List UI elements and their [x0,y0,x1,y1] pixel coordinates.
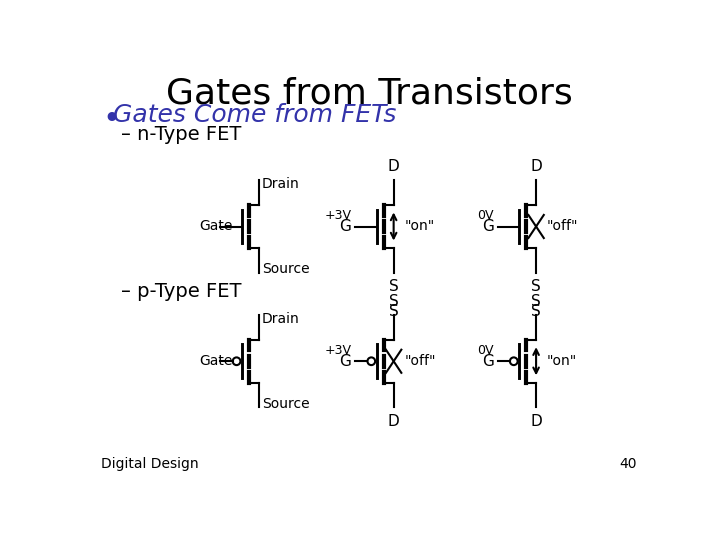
Text: S: S [389,279,398,294]
Text: 40: 40 [619,457,637,471]
Text: +3V: +3V [324,209,351,222]
Text: Drain: Drain [262,312,300,326]
Text: – p-Type FET: – p-Type FET [121,282,242,301]
Text: "off": "off" [405,354,436,368]
Text: 0V: 0V [477,209,494,222]
Text: Digital Design: Digital Design [101,457,199,471]
Text: Drain: Drain [262,177,300,191]
Text: Gate: Gate [199,354,233,368]
Text: G: G [482,354,494,369]
Text: +3V: +3V [324,344,351,357]
Text: D: D [530,159,542,174]
Text: •: • [102,105,121,134]
Text: Source: Source [262,396,310,410]
Text: "on": "on" [405,219,435,233]
Text: D: D [388,414,400,429]
Text: S: S [531,279,541,294]
Text: Gates Come from FETs: Gates Come from FETs [113,103,397,127]
Text: S: S [389,304,398,319]
Text: S: S [531,304,541,319]
Text: D: D [388,159,400,174]
Text: Gates from Transistors: Gates from Transistors [166,76,572,110]
Text: 0V: 0V [477,344,494,357]
Text: G: G [339,219,351,234]
Text: Source: Source [262,262,310,276]
Text: Gate: Gate [199,219,233,233]
Text: – n-Type FET: – n-Type FET [121,125,241,144]
Text: "off": "off" [547,219,578,233]
Text: G: G [482,219,494,234]
Text: S: S [531,294,541,309]
Text: D: D [530,414,542,429]
Text: S: S [389,294,398,309]
Text: G: G [339,354,351,369]
Text: "on": "on" [547,354,577,368]
